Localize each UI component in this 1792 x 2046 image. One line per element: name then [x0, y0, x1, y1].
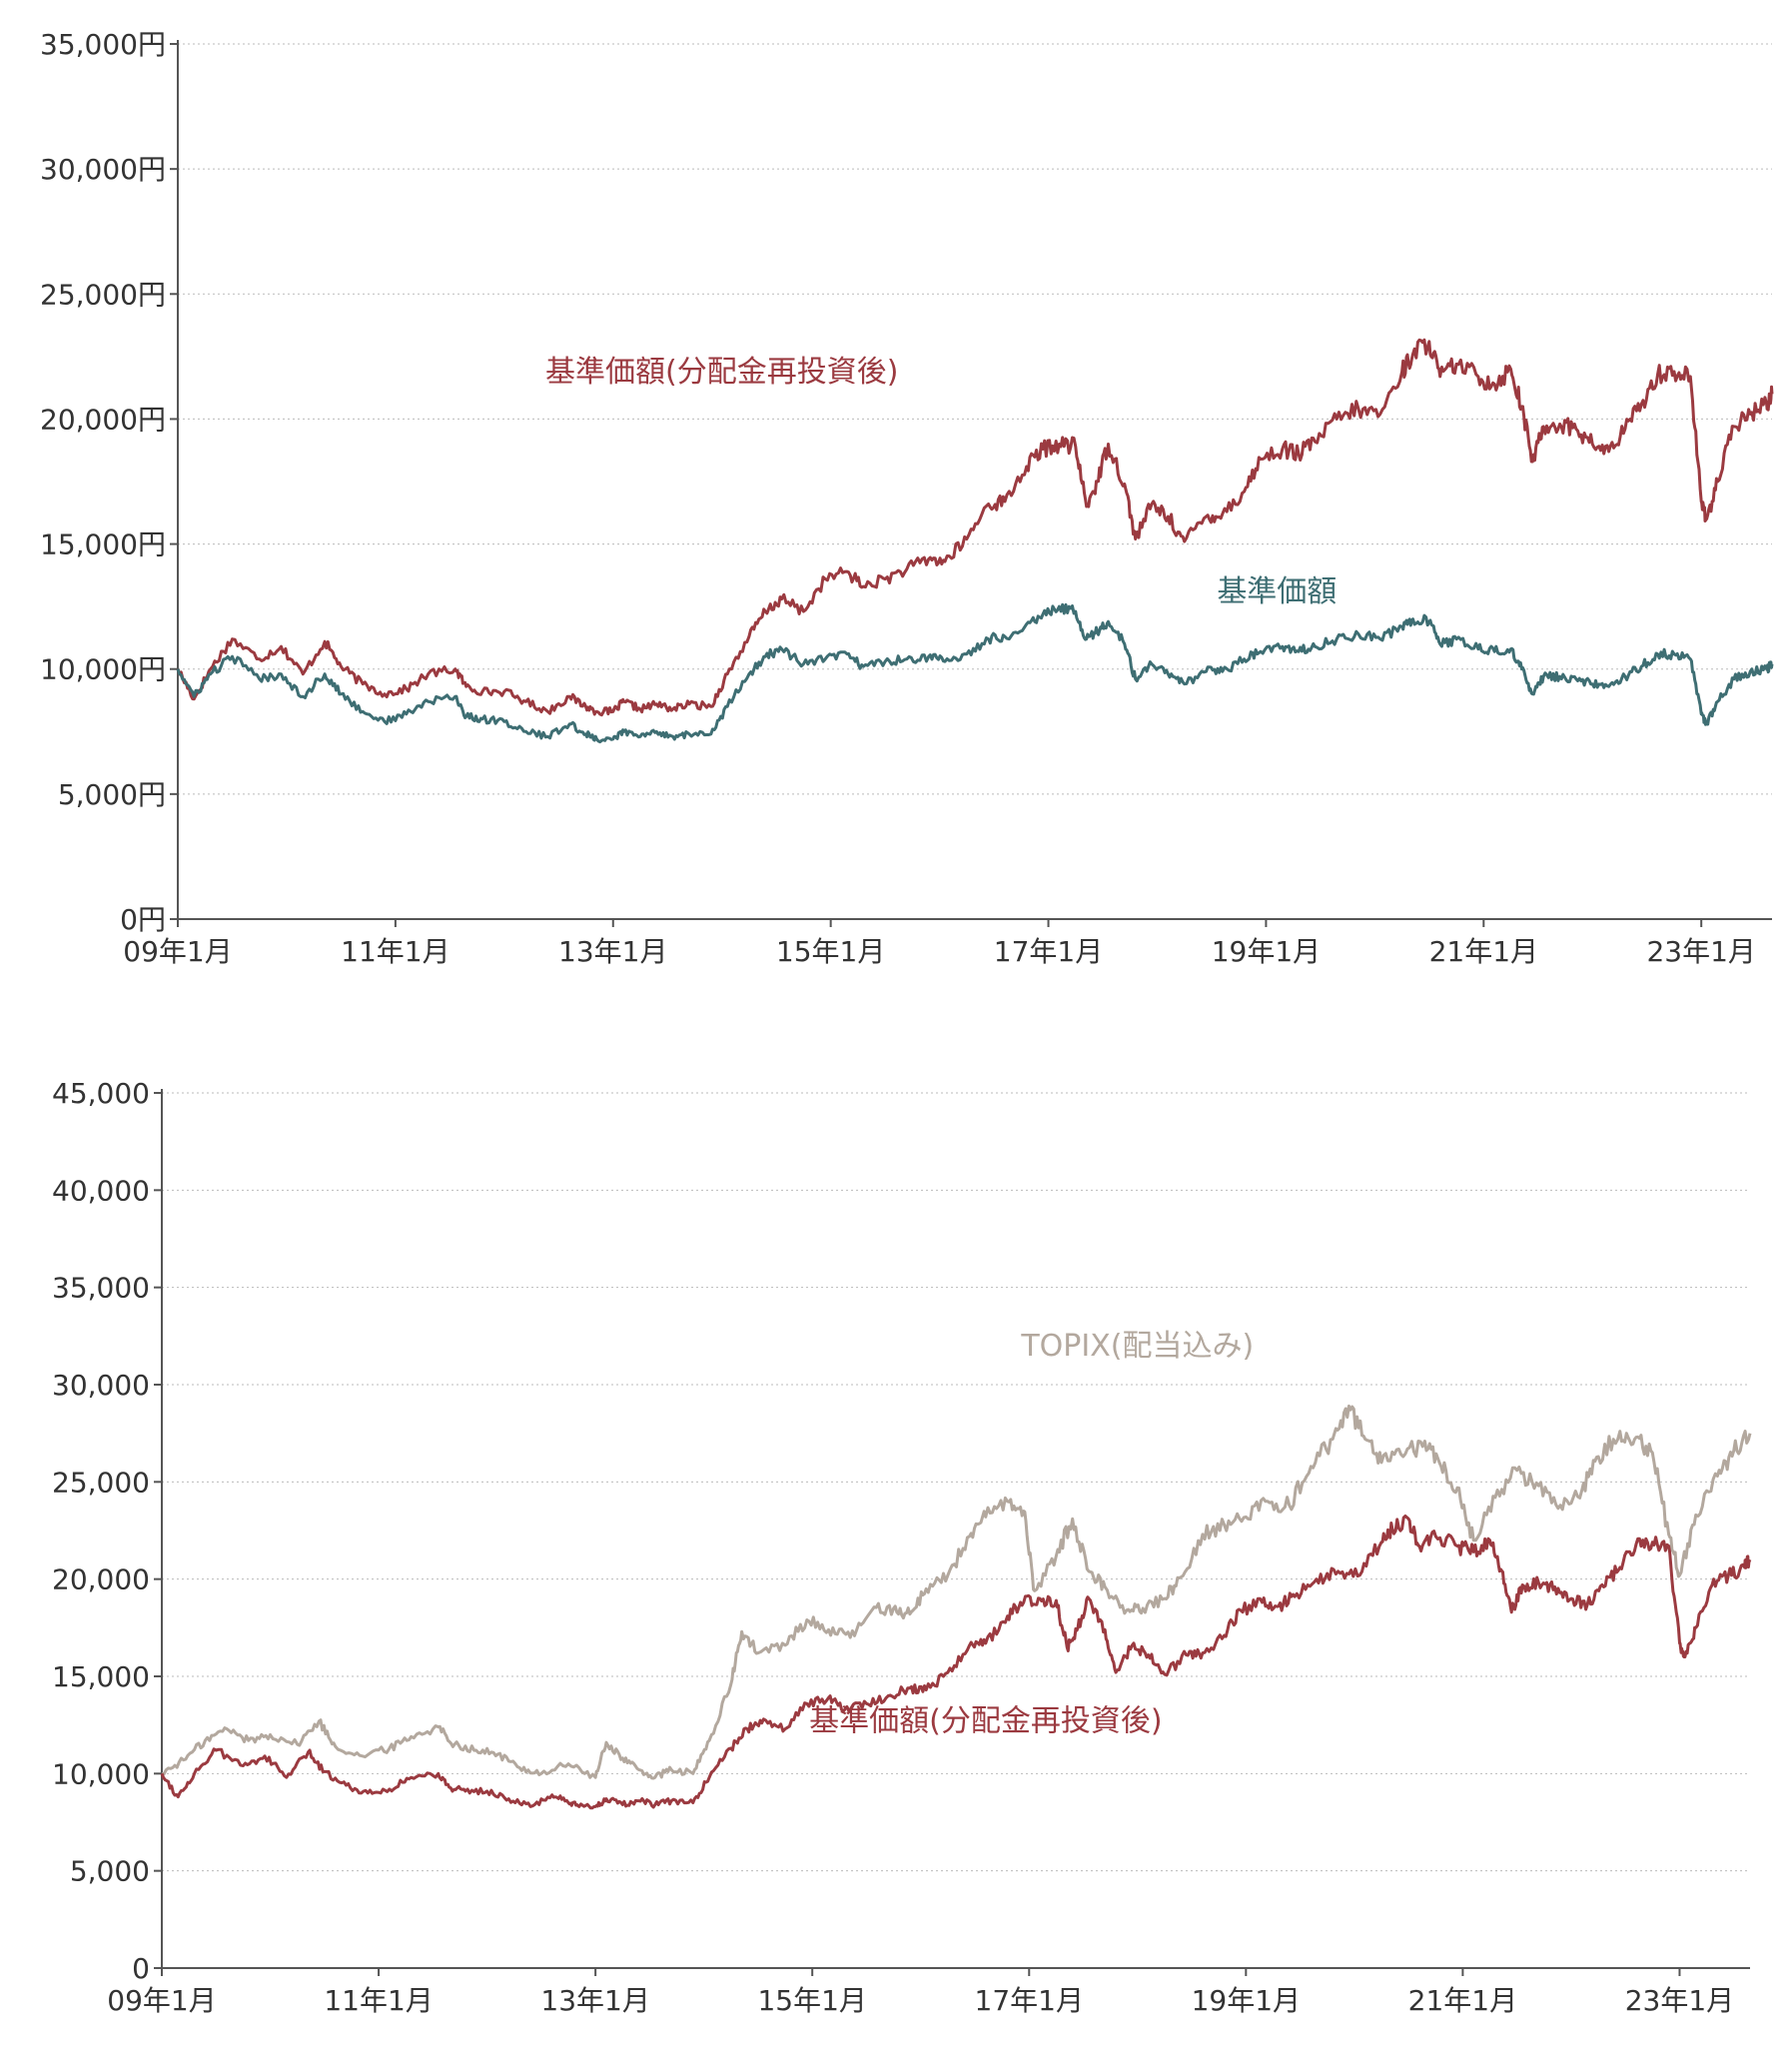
y-tick-label: 35,000円: [40, 28, 166, 61]
y-tick-label: 30,000円: [40, 153, 166, 186]
y-tick-label: 5,000: [70, 1855, 150, 1888]
y-tick-label: 10,000円: [40, 653, 166, 686]
series-label-nav_reinvested: 基準価額(分配金再投資後): [545, 355, 898, 390]
y-tick-label: 15,000円: [40, 528, 166, 561]
x-tick-label: 11年1月: [341, 935, 449, 968]
y-tick-label: 0円: [120, 903, 166, 936]
y-tick-label: 40,000: [52, 1174, 150, 1207]
series-line-nav_reinvested: [176, 338, 1774, 717]
series-label-topix: TOPIX(配当込み): [1020, 1329, 1254, 1364]
series-line-topix: [161, 1404, 1752, 1780]
y-tick-label: 20,000: [52, 1563, 150, 1596]
y-tick-label: 25,000: [52, 1466, 150, 1499]
x-tick-label: 21年1月: [1408, 1984, 1517, 2017]
y-tick-label: 30,000: [52, 1369, 150, 1402]
chart-nav-vs-reinvested: 0円 5,000円 10,000円 15,000円 20,000円 25,000円 30,0…: [40, 28, 1774, 968]
y-tick-label: 5,000円: [58, 778, 166, 811]
y-tick-label: 0: [132, 1952, 150, 1985]
x-tick-label: 19年1月: [1212, 935, 1321, 968]
x-tick-label: 13年1月: [540, 1984, 649, 2017]
series-line-nav_reinvested: [160, 1515, 1752, 1810]
x-tick-label: 09年1月: [123, 935, 232, 968]
series-label-nav: 基準価額: [1217, 574, 1337, 609]
x-tick-label: 11年1月: [324, 1984, 433, 2017]
y-tick-label: 45,000: [52, 1077, 150, 1110]
x-tick-label: 17年1月: [975, 1984, 1084, 2017]
y-tick-label: 35,000: [52, 1272, 150, 1305]
x-tick-label: 19年1月: [1192, 1984, 1301, 2017]
series-line-nav: [176, 602, 1774, 744]
x-tick-label: 09年1月: [107, 1984, 216, 2017]
chart-topix-vs-reinvested: 0 5,000 10,000 15,000 20,000 25,000 30,000 35,0…: [52, 1077, 1752, 2017]
x-tick-label: 21年1月: [1429, 935, 1538, 968]
series-label-nav_reinvested: 基準価額(分配金再投資後): [809, 1704, 1162, 1739]
y-tick-label: 10,000: [52, 1757, 150, 1790]
y-tick-label: 15,000: [52, 1660, 150, 1693]
x-tick-label: 23年1月: [1625, 1984, 1734, 2017]
y-tick-label: 20,000円: [40, 403, 166, 436]
x-tick-label: 15年1月: [776, 935, 885, 968]
x-tick-label: 13年1月: [558, 935, 667, 968]
x-tick-label: 23年1月: [1646, 935, 1755, 968]
x-tick-label: 15年1月: [757, 1984, 866, 2017]
y-tick-label: 25,000円: [40, 278, 166, 311]
x-tick-label: 17年1月: [994, 935, 1103, 968]
